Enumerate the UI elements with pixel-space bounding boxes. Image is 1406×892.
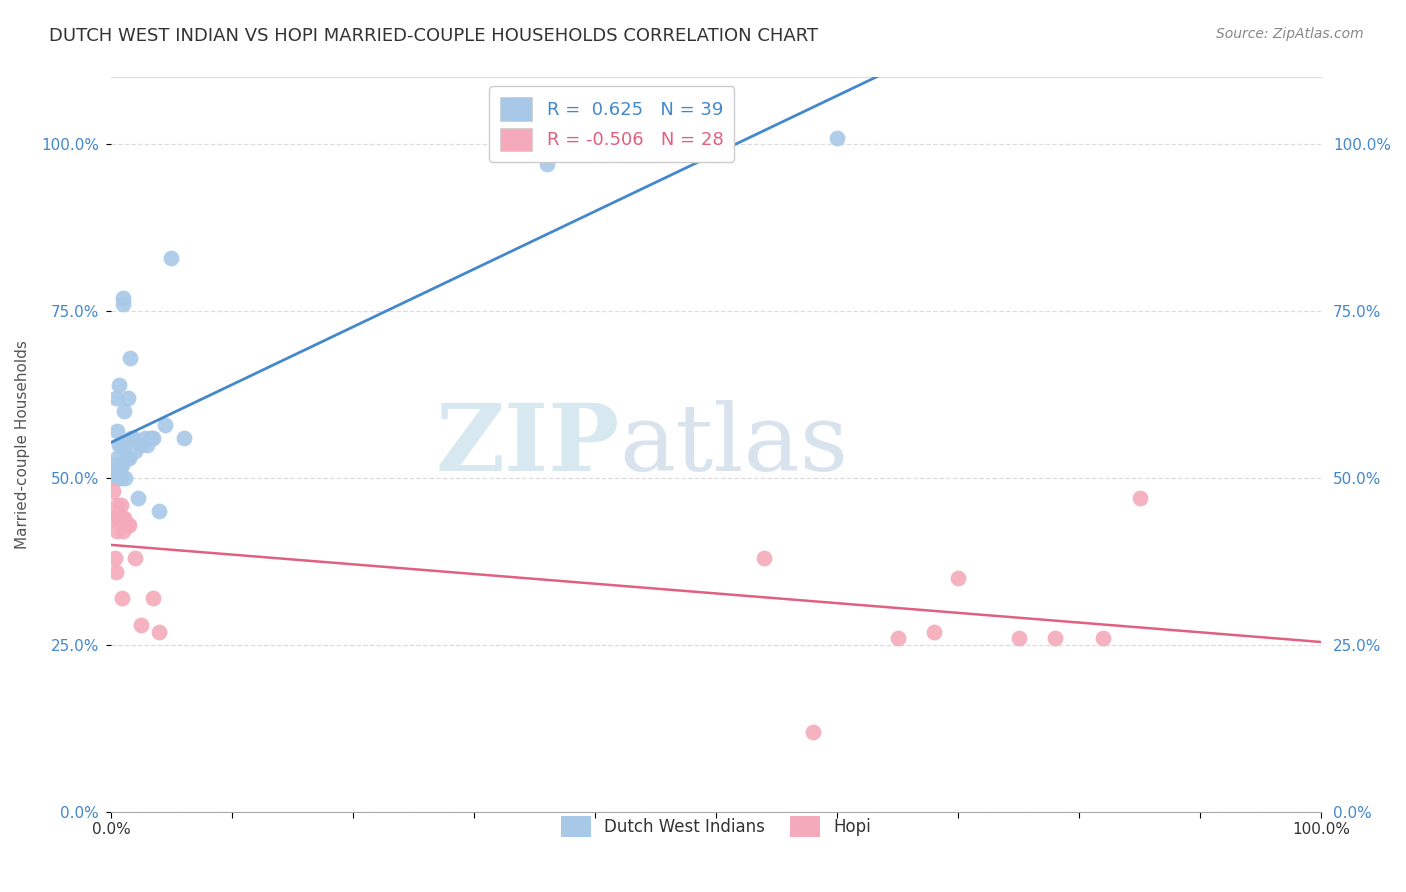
Point bbox=[111, 511, 134, 525]
Point bbox=[142, 591, 165, 606]
Point bbox=[118, 517, 141, 532]
Point bbox=[801, 724, 824, 739]
Point bbox=[101, 511, 124, 525]
Point bbox=[536, 157, 558, 171]
Point bbox=[103, 551, 125, 566]
Point bbox=[108, 377, 131, 392]
Point bbox=[946, 571, 969, 585]
Point bbox=[115, 450, 138, 465]
Point bbox=[112, 404, 135, 418]
Point bbox=[108, 511, 131, 525]
Point bbox=[111, 297, 134, 311]
Point bbox=[120, 351, 142, 365]
Point bbox=[111, 458, 134, 472]
Point bbox=[108, 437, 131, 451]
Text: ZIP: ZIP bbox=[434, 400, 619, 490]
Point bbox=[111, 591, 134, 606]
Text: Source: ZipAtlas.com: Source: ZipAtlas.com bbox=[1216, 27, 1364, 41]
Point bbox=[117, 517, 139, 532]
Point bbox=[1043, 632, 1066, 646]
Point bbox=[124, 444, 146, 458]
Point bbox=[922, 624, 945, 639]
Point bbox=[124, 551, 146, 566]
Point bbox=[136, 437, 159, 451]
Text: DUTCH WEST INDIAN VS HOPI MARRIED-COUPLE HOUSEHOLDS CORRELATION CHART: DUTCH WEST INDIAN VS HOPI MARRIED-COUPLE… bbox=[49, 27, 818, 45]
Y-axis label: Married-couple Households: Married-couple Households bbox=[15, 340, 30, 549]
Point bbox=[104, 391, 127, 405]
Point bbox=[110, 498, 132, 512]
Point bbox=[142, 431, 165, 445]
Point bbox=[104, 565, 127, 579]
Point bbox=[107, 511, 129, 525]
Point bbox=[121, 431, 143, 445]
Point bbox=[101, 471, 124, 485]
Point bbox=[139, 431, 162, 445]
Point bbox=[127, 491, 149, 505]
Point bbox=[103, 484, 125, 499]
Point bbox=[105, 450, 128, 465]
Point bbox=[825, 130, 848, 145]
Point bbox=[103, 464, 125, 478]
Point bbox=[1129, 491, 1152, 505]
Point bbox=[112, 437, 135, 451]
Point bbox=[129, 618, 152, 632]
Point bbox=[1092, 632, 1115, 646]
Point bbox=[107, 458, 129, 472]
Point bbox=[754, 551, 776, 566]
Point bbox=[111, 437, 134, 451]
Point bbox=[111, 291, 134, 305]
Point bbox=[129, 437, 152, 451]
Point bbox=[105, 498, 128, 512]
Legend: Dutch West Indians, Hopi: Dutch West Indians, Hopi bbox=[554, 809, 877, 844]
Point bbox=[173, 431, 195, 445]
Point bbox=[104, 458, 127, 472]
Point bbox=[111, 437, 134, 451]
Point bbox=[148, 504, 170, 518]
Point bbox=[105, 425, 128, 439]
Point bbox=[148, 624, 170, 639]
Point bbox=[112, 511, 135, 525]
Point bbox=[886, 632, 908, 646]
Point bbox=[121, 431, 143, 445]
Point bbox=[118, 450, 141, 465]
Point bbox=[110, 458, 132, 472]
Point bbox=[155, 417, 177, 432]
Point bbox=[114, 471, 136, 485]
Point bbox=[111, 524, 134, 539]
Point bbox=[134, 431, 156, 445]
Point bbox=[160, 251, 183, 265]
Point bbox=[1007, 632, 1029, 646]
Point bbox=[107, 471, 129, 485]
Point bbox=[105, 524, 128, 539]
Point bbox=[117, 391, 139, 405]
Point bbox=[110, 471, 132, 485]
Text: atlas: atlas bbox=[619, 400, 848, 490]
